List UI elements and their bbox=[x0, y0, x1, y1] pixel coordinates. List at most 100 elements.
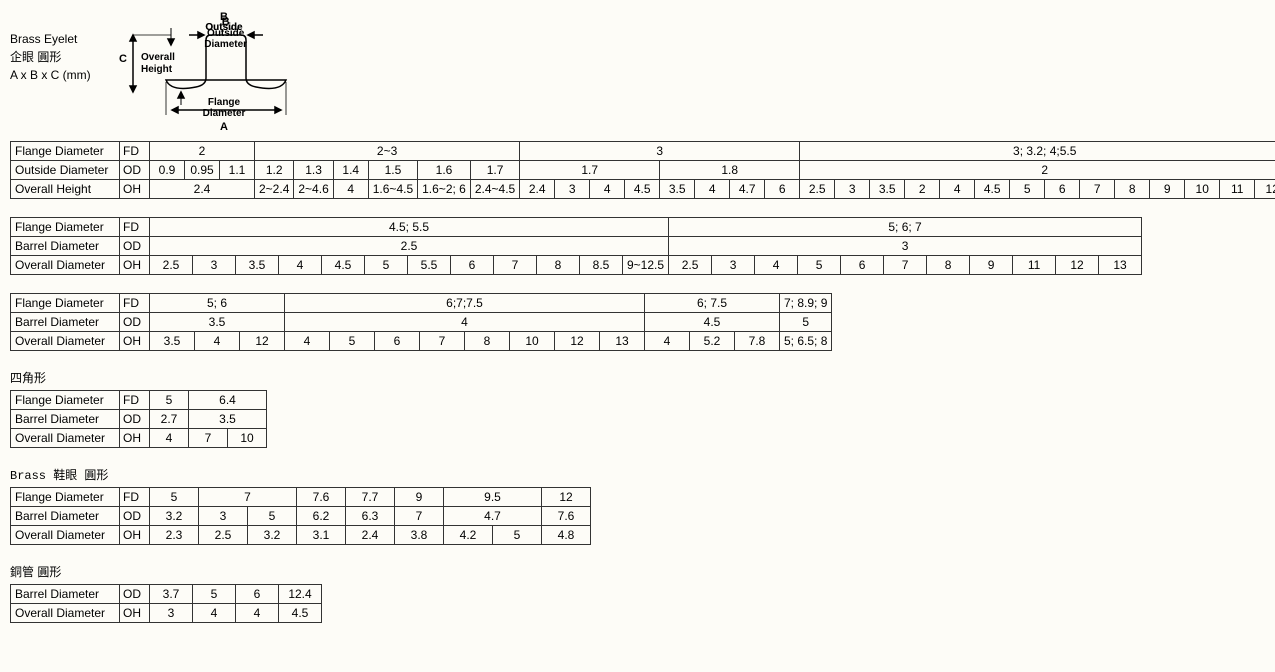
data-cell: 8 bbox=[927, 256, 970, 275]
svg-text:C: C bbox=[119, 53, 127, 65]
data-cell: 3; 3.2; 4;5.5 bbox=[800, 142, 1275, 161]
row-label: Overall Diameter bbox=[11, 429, 120, 448]
data-cell: 8 bbox=[1115, 180, 1150, 199]
data-cell: 4.5 bbox=[322, 256, 365, 275]
row-label: Overall Diameter bbox=[11, 332, 120, 351]
row-code: FD bbox=[120, 391, 150, 410]
data-cell: 1.4 bbox=[333, 161, 368, 180]
row-label: Overall Diameter bbox=[11, 526, 120, 545]
data-cell: 7; 8.9; 9 bbox=[780, 294, 832, 313]
data-cell: 3 bbox=[520, 142, 800, 161]
data-cell: 6.3 bbox=[346, 507, 395, 526]
data-cell: 5 bbox=[780, 313, 832, 332]
data-cell: 5 bbox=[1010, 180, 1045, 199]
spec-table-1: Flange DiameterFD22~333; 3.2; 4;5.5Outsi… bbox=[10, 141, 1275, 199]
data-cell: 10 bbox=[228, 429, 267, 448]
data-cell: 2.5 bbox=[150, 256, 193, 275]
row-code: FD bbox=[120, 142, 150, 161]
data-cell: 8 bbox=[465, 332, 510, 351]
data-cell: 2.5 bbox=[150, 237, 669, 256]
section-title-shoe-eyelet: Brass 鞋眼 圓形 bbox=[10, 466, 1265, 483]
data-cell: 4 bbox=[285, 313, 645, 332]
data-cell: 12 bbox=[240, 332, 285, 351]
data-cell: 3 bbox=[150, 604, 193, 623]
row-code: FD bbox=[120, 294, 150, 313]
data-cell: 7.7 bbox=[346, 488, 395, 507]
data-cell: 3.5 bbox=[660, 180, 695, 199]
row-label: Overall Height bbox=[11, 180, 120, 199]
data-cell: 2~4.6 bbox=[294, 180, 333, 199]
data-cell: 4.7 bbox=[444, 507, 542, 526]
data-cell: 9~12.5 bbox=[623, 256, 669, 275]
data-cell: 5; 6.5; 8 bbox=[780, 332, 832, 351]
data-cell: 3.5 bbox=[189, 410, 267, 429]
data-cell: 6 bbox=[451, 256, 494, 275]
data-cell: 4.7 bbox=[730, 180, 765, 199]
data-cell: 8 bbox=[537, 256, 580, 275]
data-cell: 3 bbox=[193, 256, 236, 275]
data-cell: 4 bbox=[645, 332, 690, 351]
data-cell: 12 bbox=[1255, 180, 1275, 199]
data-cell: 6.4 bbox=[189, 391, 267, 410]
svg-text:Outside: Outside bbox=[205, 22, 243, 33]
title-line-2: 企眼 圓形 bbox=[10, 48, 91, 66]
data-cell: 2.4~4.5 bbox=[470, 180, 519, 199]
row-label: Flange Diameter bbox=[11, 488, 120, 507]
data-cell: 4.2 bbox=[444, 526, 493, 545]
data-cell: 5 bbox=[493, 526, 542, 545]
data-cell: 4 bbox=[279, 256, 322, 275]
row-code: OH bbox=[120, 332, 150, 351]
data-cell: 7 bbox=[1080, 180, 1115, 199]
data-cell: 2 bbox=[905, 180, 940, 199]
data-cell: 7 bbox=[189, 429, 228, 448]
data-cell: 5.5 bbox=[408, 256, 451, 275]
data-cell: 4.8 bbox=[542, 526, 591, 545]
title-line-1: Brass Eyelet bbox=[10, 30, 91, 48]
data-cell: 6 bbox=[236, 585, 279, 604]
data-cell: 3.5 bbox=[870, 180, 905, 199]
data-cell: 3.5 bbox=[150, 332, 195, 351]
row-label: Outside Diameter bbox=[11, 161, 120, 180]
data-cell: 4 bbox=[940, 180, 975, 199]
data-cell: 3.5 bbox=[150, 313, 285, 332]
svg-text:Overall: Overall bbox=[141, 52, 175, 63]
data-cell: 2 bbox=[150, 142, 255, 161]
row-code: OD bbox=[120, 237, 150, 256]
data-cell: 3 bbox=[835, 180, 870, 199]
data-cell: 6.2 bbox=[297, 507, 346, 526]
data-cell: 6; 7.5 bbox=[645, 294, 780, 313]
data-cell: 12.4 bbox=[279, 585, 322, 604]
svg-text:Diameter: Diameter bbox=[202, 108, 245, 119]
row-code: OH bbox=[120, 180, 150, 199]
data-cell: 4.5 bbox=[645, 313, 780, 332]
svg-text:Height: Height bbox=[141, 64, 173, 75]
data-cell: 1.5 bbox=[368, 161, 417, 180]
data-cell: 5.2 bbox=[690, 332, 735, 351]
data-cell: 1.7 bbox=[520, 161, 660, 180]
data-cell: 12 bbox=[1056, 256, 1099, 275]
data-cell: 3.8 bbox=[395, 526, 444, 545]
data-cell: 12 bbox=[555, 332, 600, 351]
row-code: OH bbox=[120, 256, 150, 275]
data-cell: 6;7;7.5 bbox=[285, 294, 645, 313]
data-cell: 8.5 bbox=[580, 256, 623, 275]
data-cell: 5 bbox=[330, 332, 375, 351]
row-code: OD bbox=[120, 507, 150, 526]
data-cell: 3.7 bbox=[150, 585, 193, 604]
row-code: OH bbox=[120, 429, 150, 448]
data-cell: 2.4 bbox=[346, 526, 395, 545]
spec-table-4: Flange DiameterFD56.4Barrel Diameter OD2… bbox=[10, 390, 267, 448]
data-cell: 5 bbox=[150, 488, 199, 507]
eyelet-diagram: B Outside Outside C Overall Height Flang… bbox=[111, 10, 341, 135]
data-cell: 9 bbox=[970, 256, 1013, 275]
data-cell: 10 bbox=[510, 332, 555, 351]
data-cell: 7 bbox=[199, 488, 297, 507]
data-cell: 4.5; 5.5 bbox=[150, 218, 669, 237]
spec-table-6: Barrel Diameter OD3.75612.4Overall Diame… bbox=[10, 584, 322, 623]
data-cell: 5; 6 bbox=[150, 294, 285, 313]
data-cell: 5 bbox=[193, 585, 236, 604]
data-cell: 4 bbox=[333, 180, 368, 199]
data-cell: 1.2 bbox=[255, 161, 294, 180]
data-cell: 9.5 bbox=[444, 488, 542, 507]
data-cell: 0.9 bbox=[150, 161, 185, 180]
